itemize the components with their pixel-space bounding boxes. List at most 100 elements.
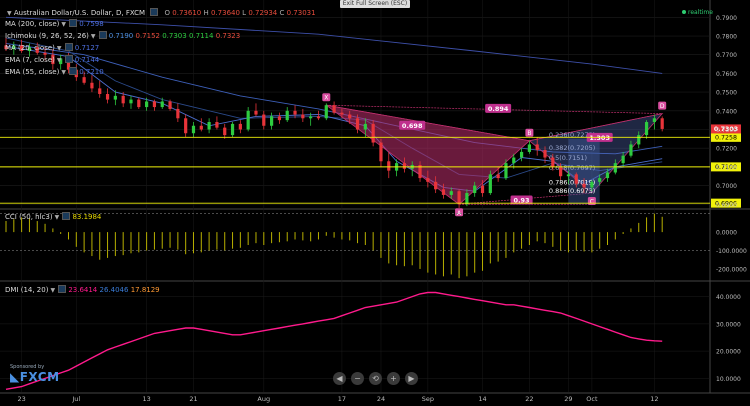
hline-price-label: 0.6906 <box>715 200 737 207</box>
dropdown-arrow-icon[interactable]: ▼ <box>54 214 60 221</box>
dropdown-arrow-icon[interactable]: ▼ <box>50 287 56 294</box>
candle-body <box>129 99 133 104</box>
date-tick-label: 17 <box>338 395 346 403</box>
candle-body <box>160 101 164 108</box>
visibility-checkbox[interactable] <box>68 67 77 75</box>
last-price-tag <box>711 124 741 134</box>
legend-ichimoku[interactable]: Ichimoku (9, 26, 52, 26) ▼ 0.7190 0.7152 … <box>5 31 241 40</box>
symbol-legend: ▼ Australian Dollar/U.S. Dollar, D, FXCM… <box>7 8 316 17</box>
reset-view-button[interactable]: ⟲ <box>369 372 382 385</box>
candle-body <box>598 178 602 182</box>
axes: 0.7900 0.7800 0.7700 0.7600 0.7500 0.7400 0.73… <box>17 15 737 403</box>
horizontal-lines[interactable]: 0.7258 0.7100 0.6906 0.7303 <box>0 124 741 208</box>
pattern-point-marker <box>658 101 667 110</box>
dmi-pane: 40.0000 30.0000 20.0000 10.0000 <box>0 291 741 390</box>
candle-body <box>488 174 492 194</box>
legend-dmi[interactable]: DMI (14, 20) ▼ 23.6414 26.4046 17.8129 <box>5 285 160 294</box>
price-tick-label: 0.7400 <box>716 108 737 115</box>
dropdown-arrow-icon[interactable]: ▼ <box>56 57 62 64</box>
settings-checkbox[interactable] <box>150 8 159 16</box>
sponsor-logo[interactable]: Sponsored by ◣FXCM <box>10 364 60 384</box>
candle-body <box>230 123 235 136</box>
fib-level-label: 0.382(0.7205) <box>549 144 595 152</box>
candle-body <box>270 116 274 126</box>
candle-body <box>309 116 313 119</box>
visibility-checkbox[interactable] <box>64 55 73 63</box>
visibility-checkbox[interactable] <box>58 285 67 293</box>
high-value: 0.73640 <box>210 9 240 17</box>
candle-body <box>480 185 485 194</box>
dropdown-arrow-icon[interactable]: ▼ <box>61 69 66 76</box>
candle-body <box>402 163 406 169</box>
dropdown-arrow-icon[interactable]: ▼ <box>90 33 96 40</box>
visibility-checkbox[interactable] <box>62 212 71 220</box>
ratio-label: 0.894 <box>488 105 509 113</box>
ratio-label: 0.698 <box>402 122 423 130</box>
scroll-right-button[interactable]: ▶ <box>405 372 418 385</box>
pattern-point-x: X <box>324 95 328 102</box>
legend-ma200[interactable]: MA (200, close) ▼ 0.7598 <box>5 19 104 28</box>
candle-body <box>551 157 555 167</box>
price-tick-label: 0.7100 <box>716 164 737 171</box>
hline-price-tag <box>711 132 741 142</box>
hline-price-label: 0.7100 <box>715 164 737 171</box>
zoom-out-button[interactable]: − <box>351 372 364 385</box>
candle-body <box>621 155 625 164</box>
ratio-label: 0.93 <box>514 197 530 205</box>
candle-body <box>519 151 524 158</box>
candle-body <box>527 144 531 152</box>
candle-body <box>340 112 344 115</box>
legend-ema55[interactable]: EMA (55, close) ▼ 0.7210 <box>5 67 104 76</box>
candle-body <box>434 181 438 190</box>
candle-body <box>199 125 203 130</box>
candle-body <box>449 191 453 195</box>
ratio-badge <box>399 120 426 130</box>
candle-body <box>543 150 547 158</box>
dmi-tick-label: 40.0000 <box>716 294 741 301</box>
candle-body <box>191 125 196 134</box>
candle-body <box>66 58 71 70</box>
legend-cci[interactable]: CCI (50, hlc3) ▼ 83.1984 <box>5 212 102 221</box>
candle-body <box>176 108 180 119</box>
candle-body <box>301 114 305 119</box>
collapse-arrow-icon[interactable]: ▼ <box>7 10 12 17</box>
dmi-tick-label: 10.0000 <box>716 376 741 383</box>
dropdown-arrow-icon[interactable]: ▼ <box>61 21 66 28</box>
candle-body <box>215 122 219 128</box>
candle-body <box>105 93 110 100</box>
candle-body <box>113 95 117 100</box>
scroll-left-button[interactable]: ◀ <box>333 372 346 385</box>
date-tick-label: 21 <box>189 395 197 403</box>
date-tick-label: Oct <box>586 395 598 403</box>
date-tick-label: 22 <box>525 395 533 403</box>
pattern-point-marker <box>322 93 331 102</box>
ma-line <box>5 16 663 74</box>
pattern-point-b: B <box>527 130 531 137</box>
candle-body <box>559 166 563 177</box>
dropdown-arrow-icon[interactable]: ▼ <box>56 45 62 52</box>
candle-body <box>473 185 477 194</box>
candle-body <box>605 172 610 179</box>
exit-fullscreen-button[interactable]: Exit Full Screen (ESC) <box>340 0 410 8</box>
visibility-checkbox[interactable] <box>98 31 107 39</box>
candle-body <box>90 82 94 89</box>
cci-tick-label: -200.0000 <box>716 266 747 273</box>
fib-level-label: 0.5(0.7151) <box>549 154 587 162</box>
hline-price-tag <box>711 162 741 172</box>
candle-body <box>35 47 39 53</box>
realtime-indicator: realtime <box>682 9 713 16</box>
visibility-checkbox[interactable] <box>68 19 77 27</box>
zoom-in-button[interactable]: + <box>387 372 400 385</box>
candle-body <box>168 101 172 109</box>
candle-body <box>20 45 24 51</box>
legend-ema7[interactable]: EMA (7, close) ▼ 0.7144 <box>5 55 100 64</box>
candle-body <box>441 189 446 195</box>
candle-body <box>457 191 461 205</box>
price-tick-label: 0.7000 <box>716 183 737 190</box>
candle-body <box>207 122 211 130</box>
hline-price-label: 0.7258 <box>715 135 737 142</box>
pattern-point-c: C <box>590 199 594 206</box>
legend-ma20[interactable]: MA (20, close) ▼ 0.7127 <box>5 43 100 52</box>
visibility-checkbox[interactable] <box>64 43 73 51</box>
